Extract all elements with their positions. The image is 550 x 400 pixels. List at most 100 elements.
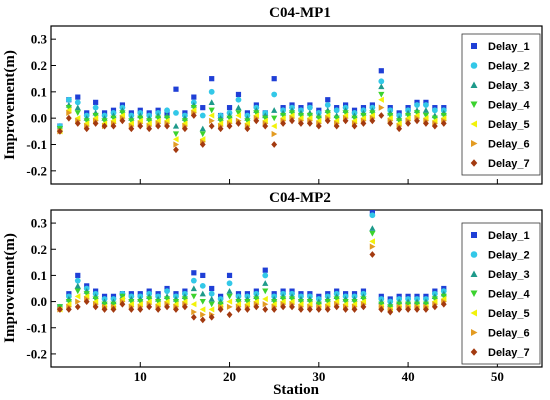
data-point-delay-7 xyxy=(164,303,170,311)
data-point-delay-4 xyxy=(244,298,251,305)
data-point-delay-3 xyxy=(199,125,206,132)
x-tick-label: 50 xyxy=(491,369,504,384)
data-point-delay-4 xyxy=(253,110,260,116)
data-point-delay-4 xyxy=(208,107,215,114)
data-point-delay-2 xyxy=(164,107,170,114)
data-point-delay-5 xyxy=(163,117,170,124)
data-point-delay-4 xyxy=(163,296,171,303)
data-point-delay-5 xyxy=(119,112,126,119)
data-point-delay-6 xyxy=(209,117,215,124)
data-point-delay-7 xyxy=(208,313,215,321)
y-tick-label: -0.2 xyxy=(26,163,47,178)
data-point-delay-2 xyxy=(333,107,340,114)
data-point-delay-5 xyxy=(360,115,367,122)
data-point-delay-5 xyxy=(324,301,331,308)
data-point-delay-5 xyxy=(253,112,259,119)
legend-label: Delay_6 xyxy=(488,328,530,340)
data-point-delay-7 xyxy=(414,306,420,313)
data-point-delay-7 xyxy=(173,146,179,154)
data-point-delay-5 xyxy=(65,107,72,114)
data-point-delay-6 xyxy=(191,308,197,316)
data-point-delay-1 xyxy=(226,272,233,279)
data-point-delay-1 xyxy=(378,68,384,74)
data-point-delay-5 xyxy=(235,301,242,308)
data-point-delay-4 xyxy=(413,110,421,116)
data-point-delay-7 xyxy=(83,125,90,133)
legend-label: Delay_5 xyxy=(488,119,530,131)
data-point-delay-7 xyxy=(146,303,153,311)
data-point-delay-6 xyxy=(262,301,269,308)
data-point-delay-7 xyxy=(315,306,322,313)
data-point-delay-7 xyxy=(342,117,349,125)
data-point-delay-7 xyxy=(271,306,278,313)
data-point-delay-5 xyxy=(110,117,117,124)
data-point-delay-7 xyxy=(387,120,394,127)
data-point-delay-5 xyxy=(217,120,224,127)
data-point-delay-5 xyxy=(74,115,81,122)
data-point-delay-7 xyxy=(262,306,269,313)
data-point-delay-2 xyxy=(262,272,269,279)
data-point-delay-4 xyxy=(369,110,376,116)
data-point-delay-5 xyxy=(172,136,179,143)
y-tick-label: 0.2 xyxy=(31,242,47,257)
data-point-delay-4 xyxy=(306,298,313,305)
data-point-delay-6 xyxy=(271,130,278,138)
data-point-delay-7 xyxy=(146,125,153,133)
legend-label: Delay_2 xyxy=(488,250,530,262)
data-point-delay-4 xyxy=(181,296,189,303)
legend-label: Delay_3 xyxy=(488,269,530,281)
data-point-delay-5 xyxy=(262,117,268,124)
data-point-delay-7 xyxy=(137,122,144,130)
data-point-delay-7 xyxy=(182,303,188,311)
data-point-delay-4 xyxy=(172,131,180,138)
y-tick-label: 0.2 xyxy=(31,58,47,73)
data-point-delay-7 xyxy=(101,306,108,313)
data-point-delay-7 xyxy=(280,120,287,127)
data-point-delay-5 xyxy=(440,295,447,303)
data-point-delay-5 xyxy=(297,301,304,308)
data-point-delay-4 xyxy=(342,298,349,305)
data-point-delay-5 xyxy=(271,301,277,308)
data-point-delay-2 xyxy=(199,282,206,289)
y-tick-label: 0.1 xyxy=(31,268,47,283)
panel-c04-mp2: C04-MP2 -0.2 -0.1 0.0 0.1 0.2 0.3 10 20 30 40 50 D… xyxy=(26,190,543,384)
data-point-delay-4 xyxy=(155,115,162,122)
data-point-delay-1 xyxy=(93,99,99,105)
data-point-delay-5 xyxy=(378,96,384,103)
legend-label: Delay_1 xyxy=(488,41,530,53)
data-point-delay-1 xyxy=(226,105,233,111)
legend-marker-delay-7 xyxy=(470,159,478,167)
data-point-delay-4 xyxy=(110,301,117,308)
legend-label: Delay_4 xyxy=(488,100,530,112)
data-point-delay-4 xyxy=(297,112,305,119)
data-point-delay-4 xyxy=(226,115,233,122)
data-point-delay-4 xyxy=(351,298,358,305)
data-point-delay-4 xyxy=(440,293,447,300)
data-point-delay-1 xyxy=(325,97,331,103)
data-point-delay-7 xyxy=(431,303,438,311)
data-point-delay-7 xyxy=(119,300,126,308)
legend-marker-delay-6 xyxy=(471,140,478,147)
data-point-delay-1 xyxy=(191,94,197,100)
data-point-delay-5 xyxy=(404,115,411,122)
data-point-delay-7 xyxy=(414,117,420,125)
data-point-delay-7 xyxy=(387,308,394,316)
data-point-delay-7 xyxy=(74,120,81,127)
data-point-delay-5 xyxy=(253,298,259,305)
x-tick-label: 40 xyxy=(402,369,415,384)
legend: Delay_1 Delay_2 Delay_3 Delay_4 Delay_5 Delay… xyxy=(461,222,541,365)
legend-marker-delay-5 xyxy=(470,120,477,128)
data-point-delay-5 xyxy=(244,120,250,127)
data-point-delay-1 xyxy=(200,105,206,111)
data-point-delay-2 xyxy=(423,102,429,108)
data-point-delay-4 xyxy=(369,230,376,237)
data-point-delay-1 xyxy=(173,86,179,92)
data-point-delay-5 xyxy=(83,293,90,300)
data-point-delay-4 xyxy=(208,301,215,308)
data-point-delay-4 xyxy=(440,112,447,119)
data-point-delay-5 xyxy=(208,306,215,313)
data-point-delay-4 xyxy=(137,298,144,305)
data-point-delay-3 xyxy=(74,104,81,111)
y-tick-label: 0.3 xyxy=(31,32,48,47)
data-point-delay-4 xyxy=(65,105,72,111)
